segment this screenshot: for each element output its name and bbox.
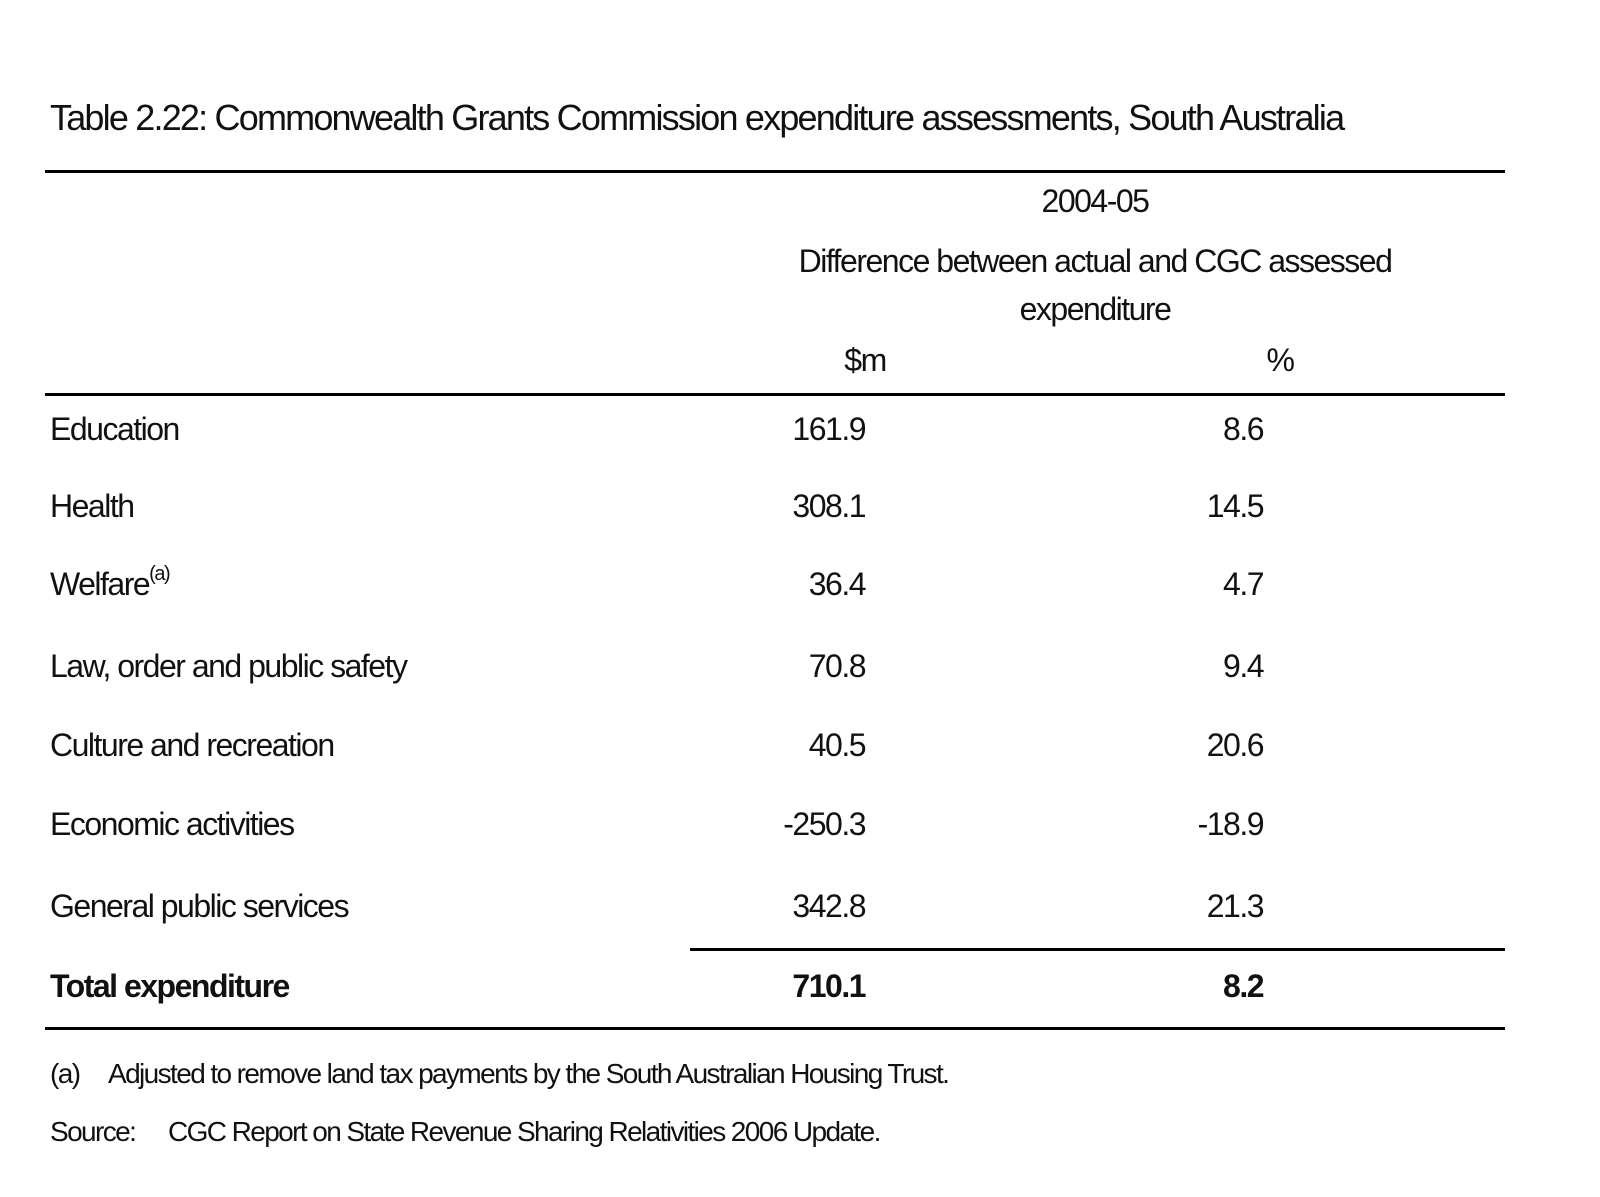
column-header: % bbox=[1266, 342, 1295, 378]
cell-value: 9.4 bbox=[1223, 648, 1264, 684]
row-label-text: General public services bbox=[50, 888, 350, 924]
footnote-text: Adjusted to remove land tax payments by … bbox=[108, 1058, 950, 1089]
cell-value: -250.3 bbox=[783, 806, 866, 842]
cell-value: 8.6 bbox=[1223, 411, 1264, 447]
row-label: Economic activities bbox=[50, 806, 295, 842]
period-header: 2004-05 bbox=[1041, 183, 1150, 219]
bottom-rule bbox=[45, 1027, 1505, 1030]
row-label-text: Law, order and public safety bbox=[50, 648, 408, 684]
cell-value: 36.4 bbox=[808, 566, 867, 602]
column-header: $m bbox=[844, 342, 887, 378]
cell-value: 308.1 bbox=[792, 488, 866, 524]
row-label-text: Culture and recreation bbox=[50, 727, 335, 763]
row-label-text: Education bbox=[50, 411, 180, 447]
cell-value: 14.5 bbox=[1206, 488, 1265, 524]
row-label: Education bbox=[50, 411, 180, 447]
row-label-text: Total expenditure bbox=[50, 968, 290, 1004]
cell-value: 21.3 bbox=[1206, 888, 1265, 924]
row-label-text: Health bbox=[50, 488, 135, 524]
top-rule bbox=[45, 170, 1505, 173]
cell-value: 20.6 bbox=[1206, 727, 1265, 763]
cell-value: 4.7 bbox=[1223, 566, 1264, 602]
row-label: Welfare(a) bbox=[50, 564, 171, 602]
row-label: Culture and recreation bbox=[50, 727, 335, 763]
row-label: Total expenditure bbox=[50, 968, 290, 1004]
source-label: Source: bbox=[50, 1116, 137, 1147]
row-label: General public services bbox=[50, 888, 350, 924]
source-text: CGC Report on State Revenue Sharing Rela… bbox=[168, 1116, 881, 1147]
footnote-marker: (a) bbox=[50, 1058, 81, 1089]
column-group-header: Difference between actual and CGC assess… bbox=[798, 243, 1393, 327]
cell-value: 40.5 bbox=[808, 727, 867, 763]
cell-value: -18.9 bbox=[1197, 806, 1265, 842]
total-rule bbox=[690, 948, 1505, 951]
header-rule bbox=[45, 393, 1505, 396]
row-label-text: Welfare bbox=[50, 566, 151, 602]
cell-value: 710.1 bbox=[792, 968, 866, 1004]
table-title: Table 2.22: Commonwealth Grants Commissi… bbox=[50, 97, 1345, 138]
cell-value: 342.8 bbox=[792, 888, 866, 924]
row-label: Law, order and public safety bbox=[50, 648, 408, 684]
row-label: Health bbox=[50, 488, 135, 524]
footnote-ref: (a) bbox=[149, 563, 170, 585]
row-label-text: Economic activities bbox=[50, 806, 295, 842]
cell-value: 70.8 bbox=[808, 648, 867, 684]
cell-value: 8.2 bbox=[1223, 968, 1264, 1004]
cell-value: 161.9 bbox=[792, 411, 866, 447]
